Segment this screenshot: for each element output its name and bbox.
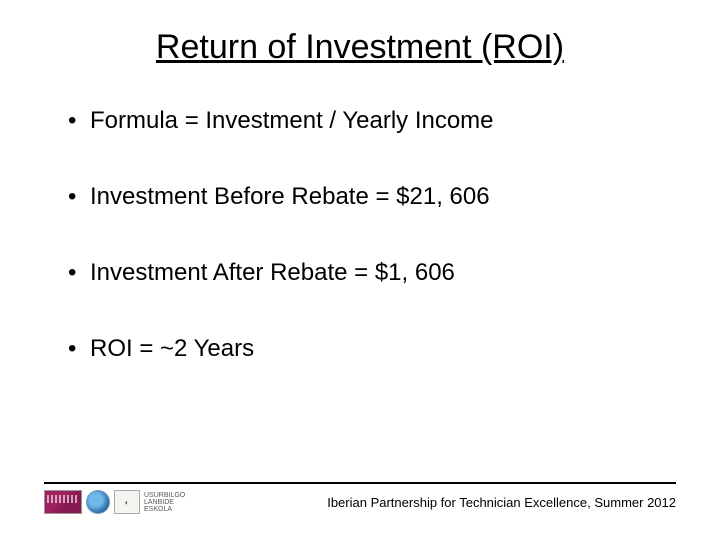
footer-text: Iberian Partnership for Technician Excel…: [327, 495, 676, 510]
bullet-item: Formula = Investment / Yearly Income: [68, 107, 670, 135]
bullet-item: Investment After Rebate = $1, 606: [68, 259, 670, 287]
slide-footer: ◐ USURBILGO LANBIDE ESKOLA Iberian Partn…: [44, 482, 676, 514]
footer-logos: ◐ USURBILGO LANBIDE ESKOLA: [44, 490, 188, 514]
bullet-item: ROI = ~2 Years: [68, 335, 670, 363]
slide: Return of Investment (ROI) Formula = Inv…: [0, 0, 720, 540]
footer-divider: [44, 482, 676, 484]
slide-title: Return of Investment (ROI): [50, 28, 670, 67]
bullet-item: Investment Before Rebate = $21, 606: [68, 183, 670, 211]
footer-row: ◐ USURBILGO LANBIDE ESKOLA Iberian Partn…: [44, 490, 676, 514]
nsf-logo-icon: [86, 490, 110, 514]
school-logo-label: USURBILGO LANBIDE ESKOLA: [144, 492, 188, 513]
school-logo-icon: ◐: [114, 490, 140, 514]
bullet-list: Formula = Investment / Yearly Income Inv…: [50, 107, 670, 363]
flate-logo-icon: [44, 490, 82, 514]
